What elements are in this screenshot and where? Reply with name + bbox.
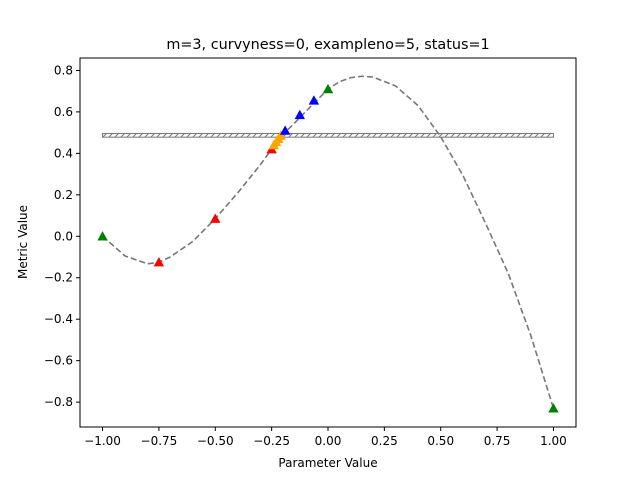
y-tick-label: −0.8 [44, 395, 73, 409]
y-axis-label: Metric Value [16, 205, 30, 279]
hatched-band [102, 132, 554, 138]
triangle-marker [210, 213, 221, 223]
y-tick-label: 0.4 [54, 146, 73, 160]
x-tick-label: −0.50 [197, 434, 234, 448]
y-tick-label: −0.4 [44, 312, 73, 326]
y-tick-label: −0.6 [44, 354, 73, 368]
y-ticks: −0.8 −0.6 −0.4 −0.2 0.0 0.2 0.4 0.6 0.8 [44, 63, 80, 409]
y-tick-label: 0.8 [54, 63, 73, 77]
x-axis-label: Parameter Value [278, 456, 377, 470]
x-tick-label: 1.00 [540, 434, 567, 448]
triangle-marker [294, 109, 306, 120]
triangle-marker [308, 95, 320, 105]
x-tick-label: 0.00 [315, 434, 342, 448]
x-tick-label: 0.50 [427, 434, 454, 448]
y-tick-label: −0.2 [44, 271, 73, 285]
y-tick-label: 0.2 [54, 188, 73, 202]
x-tick-label: −1.00 [84, 434, 121, 448]
x-tick-label: −0.25 [253, 434, 290, 448]
x-tick-label: 0.25 [371, 434, 398, 448]
chart-title: m=3, curvyness=0, exampleno=5, status=1 [166, 37, 489, 53]
dashed-curve [102, 75, 555, 409]
marker-layer [97, 83, 559, 413]
x-ticks: −1.00 −0.75 −0.50 −0.25 0.00 0.25 0.50 0.75 1.00 [84, 427, 567, 448]
triangle-marker [153, 256, 165, 267]
triangle-marker [279, 125, 291, 135]
y-tick-label: 0.6 [54, 105, 73, 119]
x-tick-label: 0.75 [484, 434, 511, 448]
triangle-marker [548, 403, 559, 413]
band-layer [102, 132, 554, 138]
curve-layer [102, 75, 555, 409]
plot-frame [79, 57, 577, 428]
y-tick-label: 0.0 [54, 229, 73, 243]
triangle-marker [322, 83, 334, 94]
triangle-marker [275, 130, 286, 140]
x-tick-label: −0.75 [141, 434, 178, 448]
triangle-marker [97, 231, 108, 241]
